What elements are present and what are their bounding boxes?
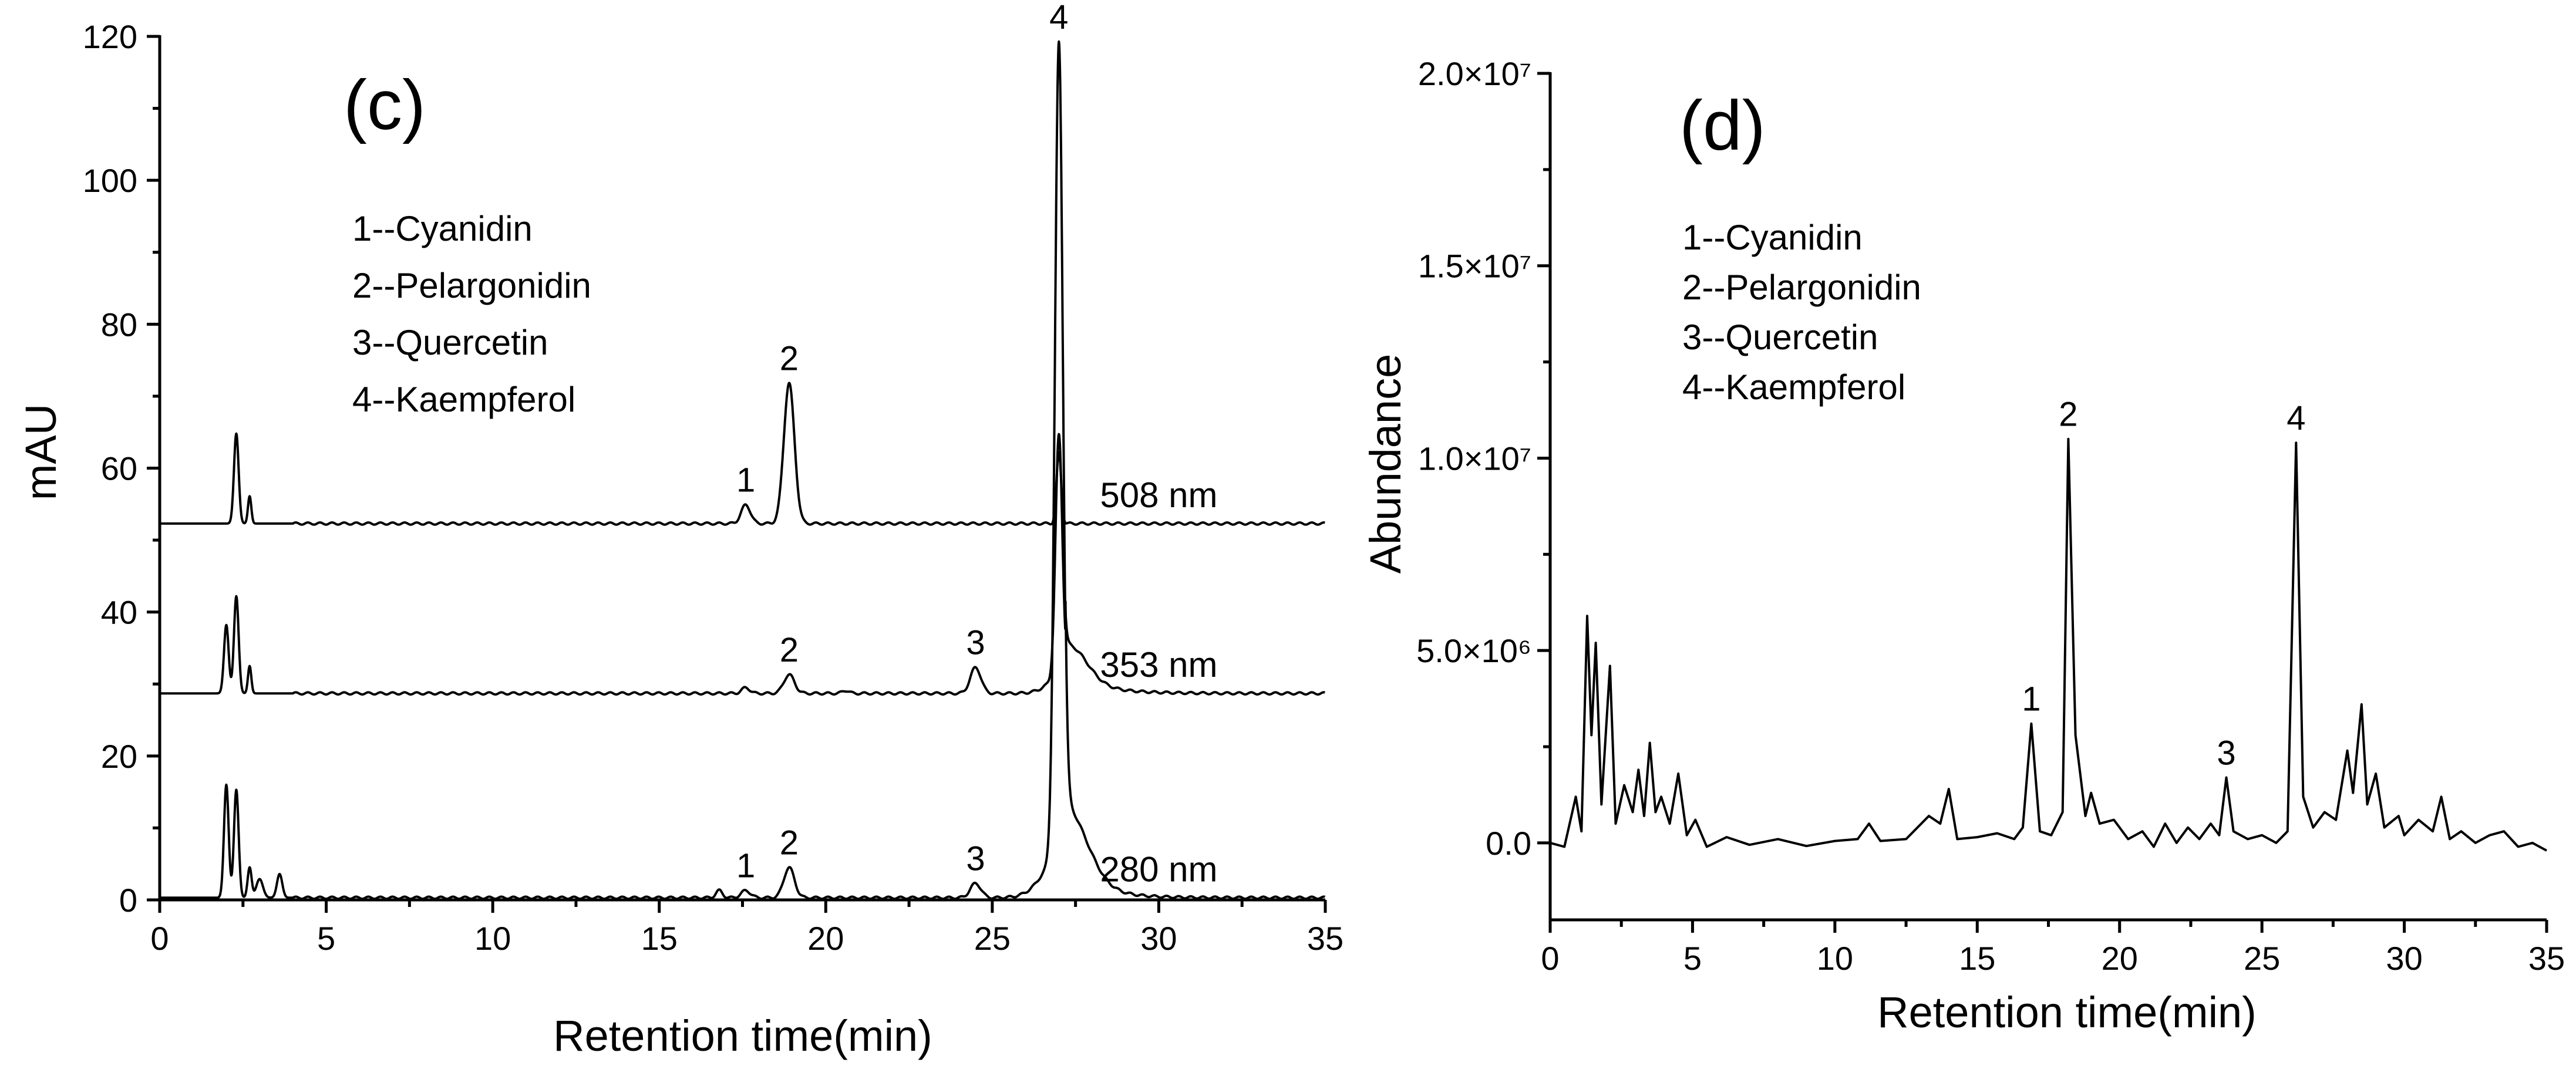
panel-d-x-tick-label: 35 (2528, 940, 2565, 977)
panel-d-label: (d) (1679, 86, 1766, 165)
panel-c-trace-280-nm (159, 40, 1326, 900)
panel-d-traces: 1 2 3 4 (1550, 396, 2547, 852)
panel-c-x-axis-title: Retention time(min) (553, 1011, 932, 1060)
panel-c-peak-label: 4 (1049, 0, 1068, 36)
panel-c-trace-508-nm (159, 382, 1326, 526)
panel-d-peak-label: 4 (2287, 399, 2305, 437)
panel-c-hplc-chart: (c) mAU Retention time(min) 1--Cyanidin … (16, 0, 1343, 1060)
panel-c-peak-label: 3 (966, 839, 985, 878)
panel-c-peak-label: 2 (780, 339, 799, 377)
panel-d-y-tick-label: 1.5×10⁷ (1418, 248, 1531, 285)
panel-d-y-tick-label: 1.0×10⁷ (1418, 440, 1531, 477)
panel-c-x-tick-label: 15 (641, 920, 678, 957)
panel-c-legend: 1--Cyanidin 2--Pelargonidin 3--Quercetin… (352, 209, 591, 419)
panel-d-x-tick-label: 5 (1683, 940, 1702, 977)
panel-d-legend: 1--Cyanidin 2--Pelargonidin 3--Quercetin… (1682, 218, 1921, 407)
panel-c-axes: 0 5 10 15 20 25 30 35 0 20 40 60 80 100 120 (83, 18, 1344, 957)
panel-c-x-tick-label: 10 (474, 920, 511, 957)
panel-d-x-tick-label: 20 (2102, 940, 2138, 977)
panel-c-y-tick-label: 20 (101, 738, 137, 775)
panel-c-peak-label: 2 (780, 824, 799, 862)
panel-d-trace (1550, 437, 2547, 852)
panel-c-peak-label: 2 (780, 631, 799, 669)
panel-c-x-tick-label: 5 (317, 920, 335, 957)
panel-d-y-tick-label: 5.0×10⁶ (1416, 632, 1531, 669)
panel-d-legend-entry-kaempferol: 4--Kaempferol (1682, 367, 1905, 407)
panel-c-y-axis-title: mAU (16, 404, 65, 500)
panel-c-x-tick-label: 0 (150, 920, 169, 957)
panel-d-y-tick-label: 0.0 (1486, 825, 1531, 862)
panel-d-x-axis-title: Retention time(min) (1877, 988, 2257, 1037)
panel-c-legend-entry-pelargonidin: 2--Pelargonidin (352, 266, 591, 305)
panel-c-y-tick-label: 100 (83, 162, 137, 199)
panel-c-peak-label: 1 (736, 461, 755, 500)
panel-c-y-tick-label: 60 (101, 450, 137, 487)
panel-c-y-tick-label: 80 (101, 306, 137, 343)
panel-c-legend-entry-kaempferol: 4--Kaempferol (352, 380, 575, 419)
panel-c-x-tick-label: 25 (974, 920, 1011, 957)
panel-d-x-tick-label: 0 (1541, 940, 1559, 977)
panel-c-x-tick-label: 20 (807, 920, 844, 957)
panel-c-y-tick-label: 40 (101, 594, 137, 631)
panel-c-legend-entry-quercetin: 3--Quercetin (352, 323, 548, 362)
panel-d-x-tick-label: 25 (2244, 940, 2280, 977)
panel-d-x-tick-label: 30 (2386, 940, 2422, 977)
panel-d-peak-label: 3 (2217, 734, 2235, 772)
panel-c-trace-label: 353 nm (1100, 645, 1217, 684)
panel-d-peak-label: 2 (2059, 396, 2077, 434)
panel-d-peak-label: 1 (2022, 680, 2040, 719)
panel-d-legend-entry-cyanidin: 1--Cyanidin (1682, 218, 1863, 257)
panel-c-trace-label: 508 nm (1100, 475, 1217, 515)
panel-d-legend-entry-quercetin: 3--Quercetin (1682, 318, 1878, 357)
panel-d-y-tick-label: 2.0×10⁷ (1418, 55, 1531, 92)
panel-c-y-tick-label: 120 (83, 18, 137, 55)
panel-c-x-tick-label: 35 (1307, 920, 1343, 957)
panel-d-x-tick-label: 10 (1817, 940, 1853, 977)
panel-d-axes: 0 5 10 15 20 25 30 35 0.0 5.0×10⁶ 1.0×10⁷ 1.5×10⁷ 2.… (1416, 55, 2565, 977)
panel-d-ms-chart: (d) Abundance Retention time(min) 1--Cya… (1361, 55, 2565, 1037)
panel-d-legend-entry-pelargonidin: 2--Pelargonidin (1682, 268, 1921, 307)
panel-c-trace-label: 280 nm (1100, 849, 1217, 889)
panel-c-peak-label: 1 (736, 847, 755, 885)
panel-c-legend-entry-cyanidin: 1--Cyanidin (352, 209, 533, 248)
panel-c-trace-353-nm (159, 433, 1326, 696)
panel-d-x-tick-label: 15 (1959, 940, 1995, 977)
panel-d-y-axis-title: Abundance (1361, 354, 1410, 574)
panel-c-x-tick-label: 30 (1140, 920, 1177, 957)
panel-c-label: (c) (344, 66, 426, 144)
panel-c-y-tick-label: 0 (119, 882, 137, 919)
panel-c-peak-label: 3 (966, 624, 985, 662)
